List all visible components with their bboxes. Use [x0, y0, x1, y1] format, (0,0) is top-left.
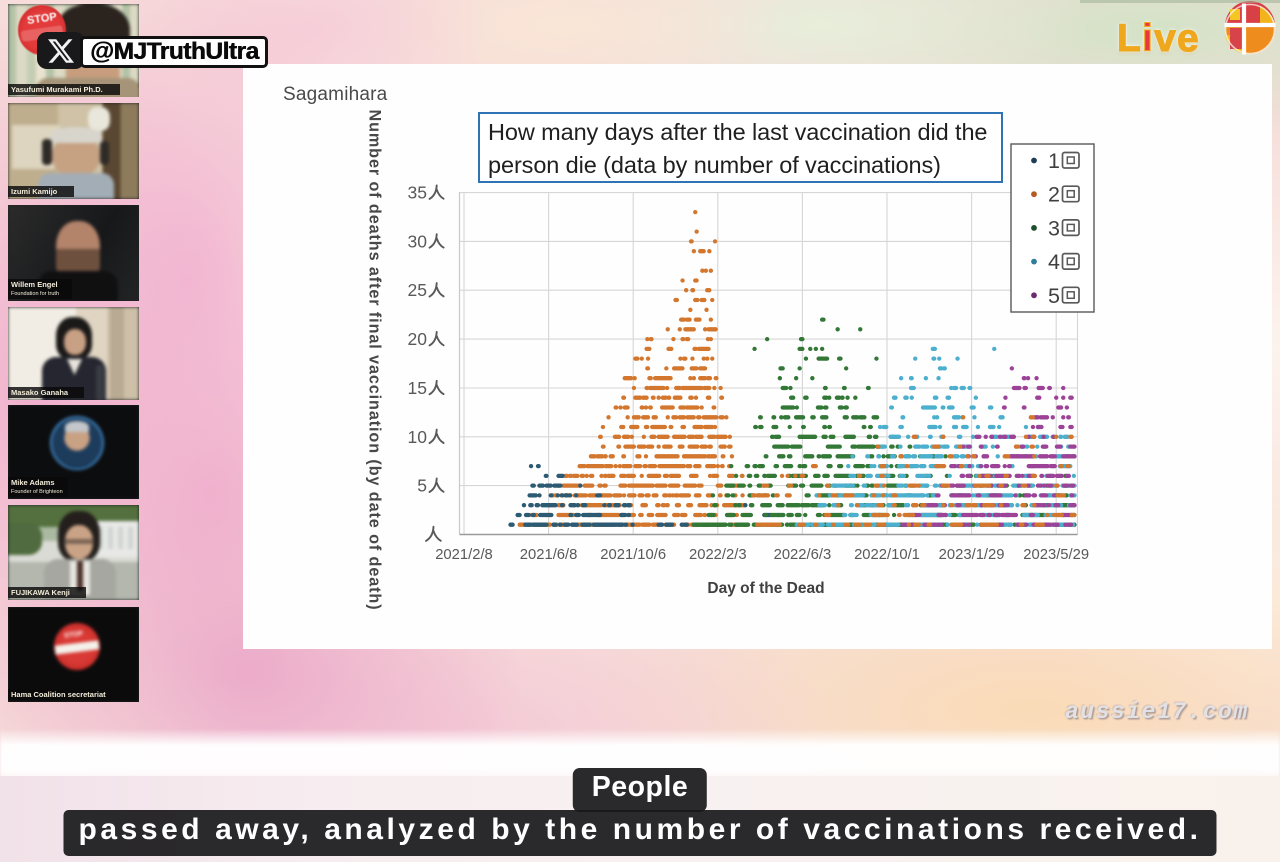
- svg-text:25: 25: [408, 280, 427, 300]
- svg-text:4: 4: [1048, 250, 1060, 274]
- svg-text:2022/2/3: 2022/2/3: [689, 547, 747, 563]
- svg-text:35: 35: [408, 183, 427, 203]
- svg-text:30: 30: [408, 231, 428, 251]
- svg-text:2023/1/29: 2023/1/29: [939, 547, 1005, 563]
- svg-text:10: 10: [408, 427, 428, 447]
- svg-text:5: 5: [417, 476, 427, 496]
- svg-text:3: 3: [1048, 216, 1060, 240]
- svg-text:2: 2: [1048, 183, 1060, 207]
- svg-text:2021/6/8: 2021/6/8: [520, 547, 578, 563]
- svg-text:Day of the Dead: Day of the Dead: [707, 580, 824, 597]
- svg-text:15: 15: [408, 378, 427, 398]
- svg-text:2021/2/8: 2021/2/8: [435, 547, 493, 563]
- svg-text:2023/5/29: 2023/5/29: [1023, 547, 1089, 563]
- svg-text:5: 5: [1048, 284, 1060, 308]
- svg-text:2022/10/1: 2022/10/1: [854, 547, 920, 563]
- svg-text:2021/10/6: 2021/10/6: [600, 547, 666, 563]
- svg-text:1: 1: [1048, 149, 1060, 173]
- svg-text:2022/6/3: 2022/6/3: [774, 547, 832, 563]
- svg-text:20: 20: [408, 329, 428, 349]
